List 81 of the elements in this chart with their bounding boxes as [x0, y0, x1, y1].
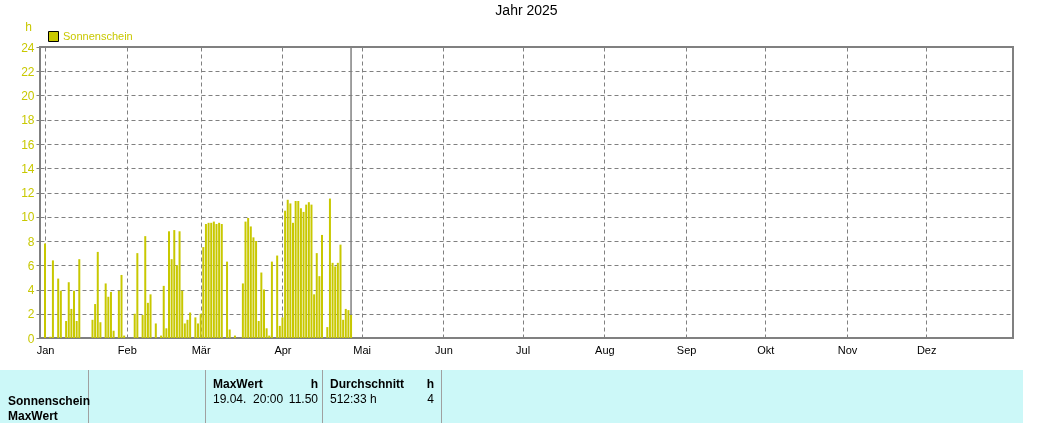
bar	[247, 217, 250, 338]
bar	[334, 266, 337, 338]
text: MaxWert	[8, 409, 58, 423]
y-tick-label: 8	[27, 234, 35, 249]
bar	[57, 278, 60, 338]
x-tick-label: Apr	[274, 343, 292, 356]
bar	[78, 259, 81, 338]
bar	[344, 308, 347, 338]
bar	[178, 231, 181, 338]
bar	[154, 323, 157, 338]
x-tick-label: Jun	[435, 343, 453, 356]
y-tick-label: 0	[27, 331, 35, 346]
x-tick-label: Dez	[916, 343, 937, 356]
bar	[51, 260, 54, 338]
bar	[207, 222, 210, 338]
y-tick-label: 24	[21, 40, 35, 55]
bar	[244, 221, 247, 338]
x-tick-label: Jul	[516, 343, 531, 356]
bar	[194, 317, 197, 338]
y-tick-label: 4	[27, 283, 35, 297]
text: 11.50	[288, 392, 318, 406]
bar	[96, 251, 99, 338]
text: 19.04. 20:00	[213, 392, 284, 406]
text: h	[426, 377, 434, 391]
text: h	[310, 377, 318, 391]
bar	[310, 204, 313, 338]
bar	[226, 261, 229, 338]
y-tick-label: 22	[21, 64, 35, 79]
legend-label: Sonnenschein	[63, 29, 133, 42]
bar	[286, 199, 289, 338]
bar	[321, 234, 324, 338]
x-tick-label: Aug	[595, 343, 615, 356]
bar	[260, 272, 263, 338]
bar	[204, 224, 207, 338]
bar	[339, 244, 342, 338]
bar	[294, 200, 297, 338]
bar	[328, 198, 331, 338]
bar	[347, 310, 350, 338]
bar	[173, 230, 176, 338]
text: Sonnenschein	[8, 394, 91, 408]
text: 4	[427, 392, 434, 406]
bar	[289, 203, 292, 338]
x-tick-label: Sep	[676, 343, 697, 356]
bar	[44, 243, 46, 338]
text: 512:33 h	[330, 392, 377, 406]
bar	[270, 261, 273, 338]
y-tick-label: 20	[21, 89, 35, 103]
text: MaxWert	[213, 377, 263, 391]
bar	[168, 231, 170, 338]
y-tick-label: 14	[21, 161, 35, 176]
y-tick-label: 16	[21, 137, 35, 152]
x-tick-label: Mai	[353, 343, 371, 356]
x-tick-label: Feb	[117, 343, 137, 356]
y-tick-label: 2	[27, 307, 35, 322]
x-tick-label: Jan	[36, 343, 55, 356]
y-tick-label: 18	[21, 113, 35, 128]
bar	[109, 291, 112, 338]
bar	[162, 285, 165, 338]
bar	[215, 224, 218, 338]
bar	[120, 274, 123, 338]
bar	[189, 312, 192, 338]
y-tick-label: 10	[21, 210, 35, 225]
bar	[315, 253, 318, 338]
x-tick-label: Nov	[837, 343, 858, 356]
bar	[104, 283, 107, 338]
bar	[149, 294, 152, 338]
chart-title: Jahr 2025	[495, 2, 558, 18]
bar	[144, 236, 147, 338]
bar	[255, 241, 258, 338]
x-tick-label: Mär	[191, 343, 211, 356]
bar	[276, 255, 279, 338]
bar	[67, 282, 70, 338]
y-tick-label: 6	[27, 258, 35, 273]
bar	[297, 200, 300, 338]
text: Durchschnitt	[330, 377, 405, 391]
y-axis-title: h	[25, 19, 32, 34]
bar	[73, 290, 76, 338]
x-tick-label: Okt	[757, 343, 775, 356]
bar	[350, 314, 353, 338]
y-tick-label: 12	[21, 186, 35, 200]
bar	[136, 253, 139, 338]
